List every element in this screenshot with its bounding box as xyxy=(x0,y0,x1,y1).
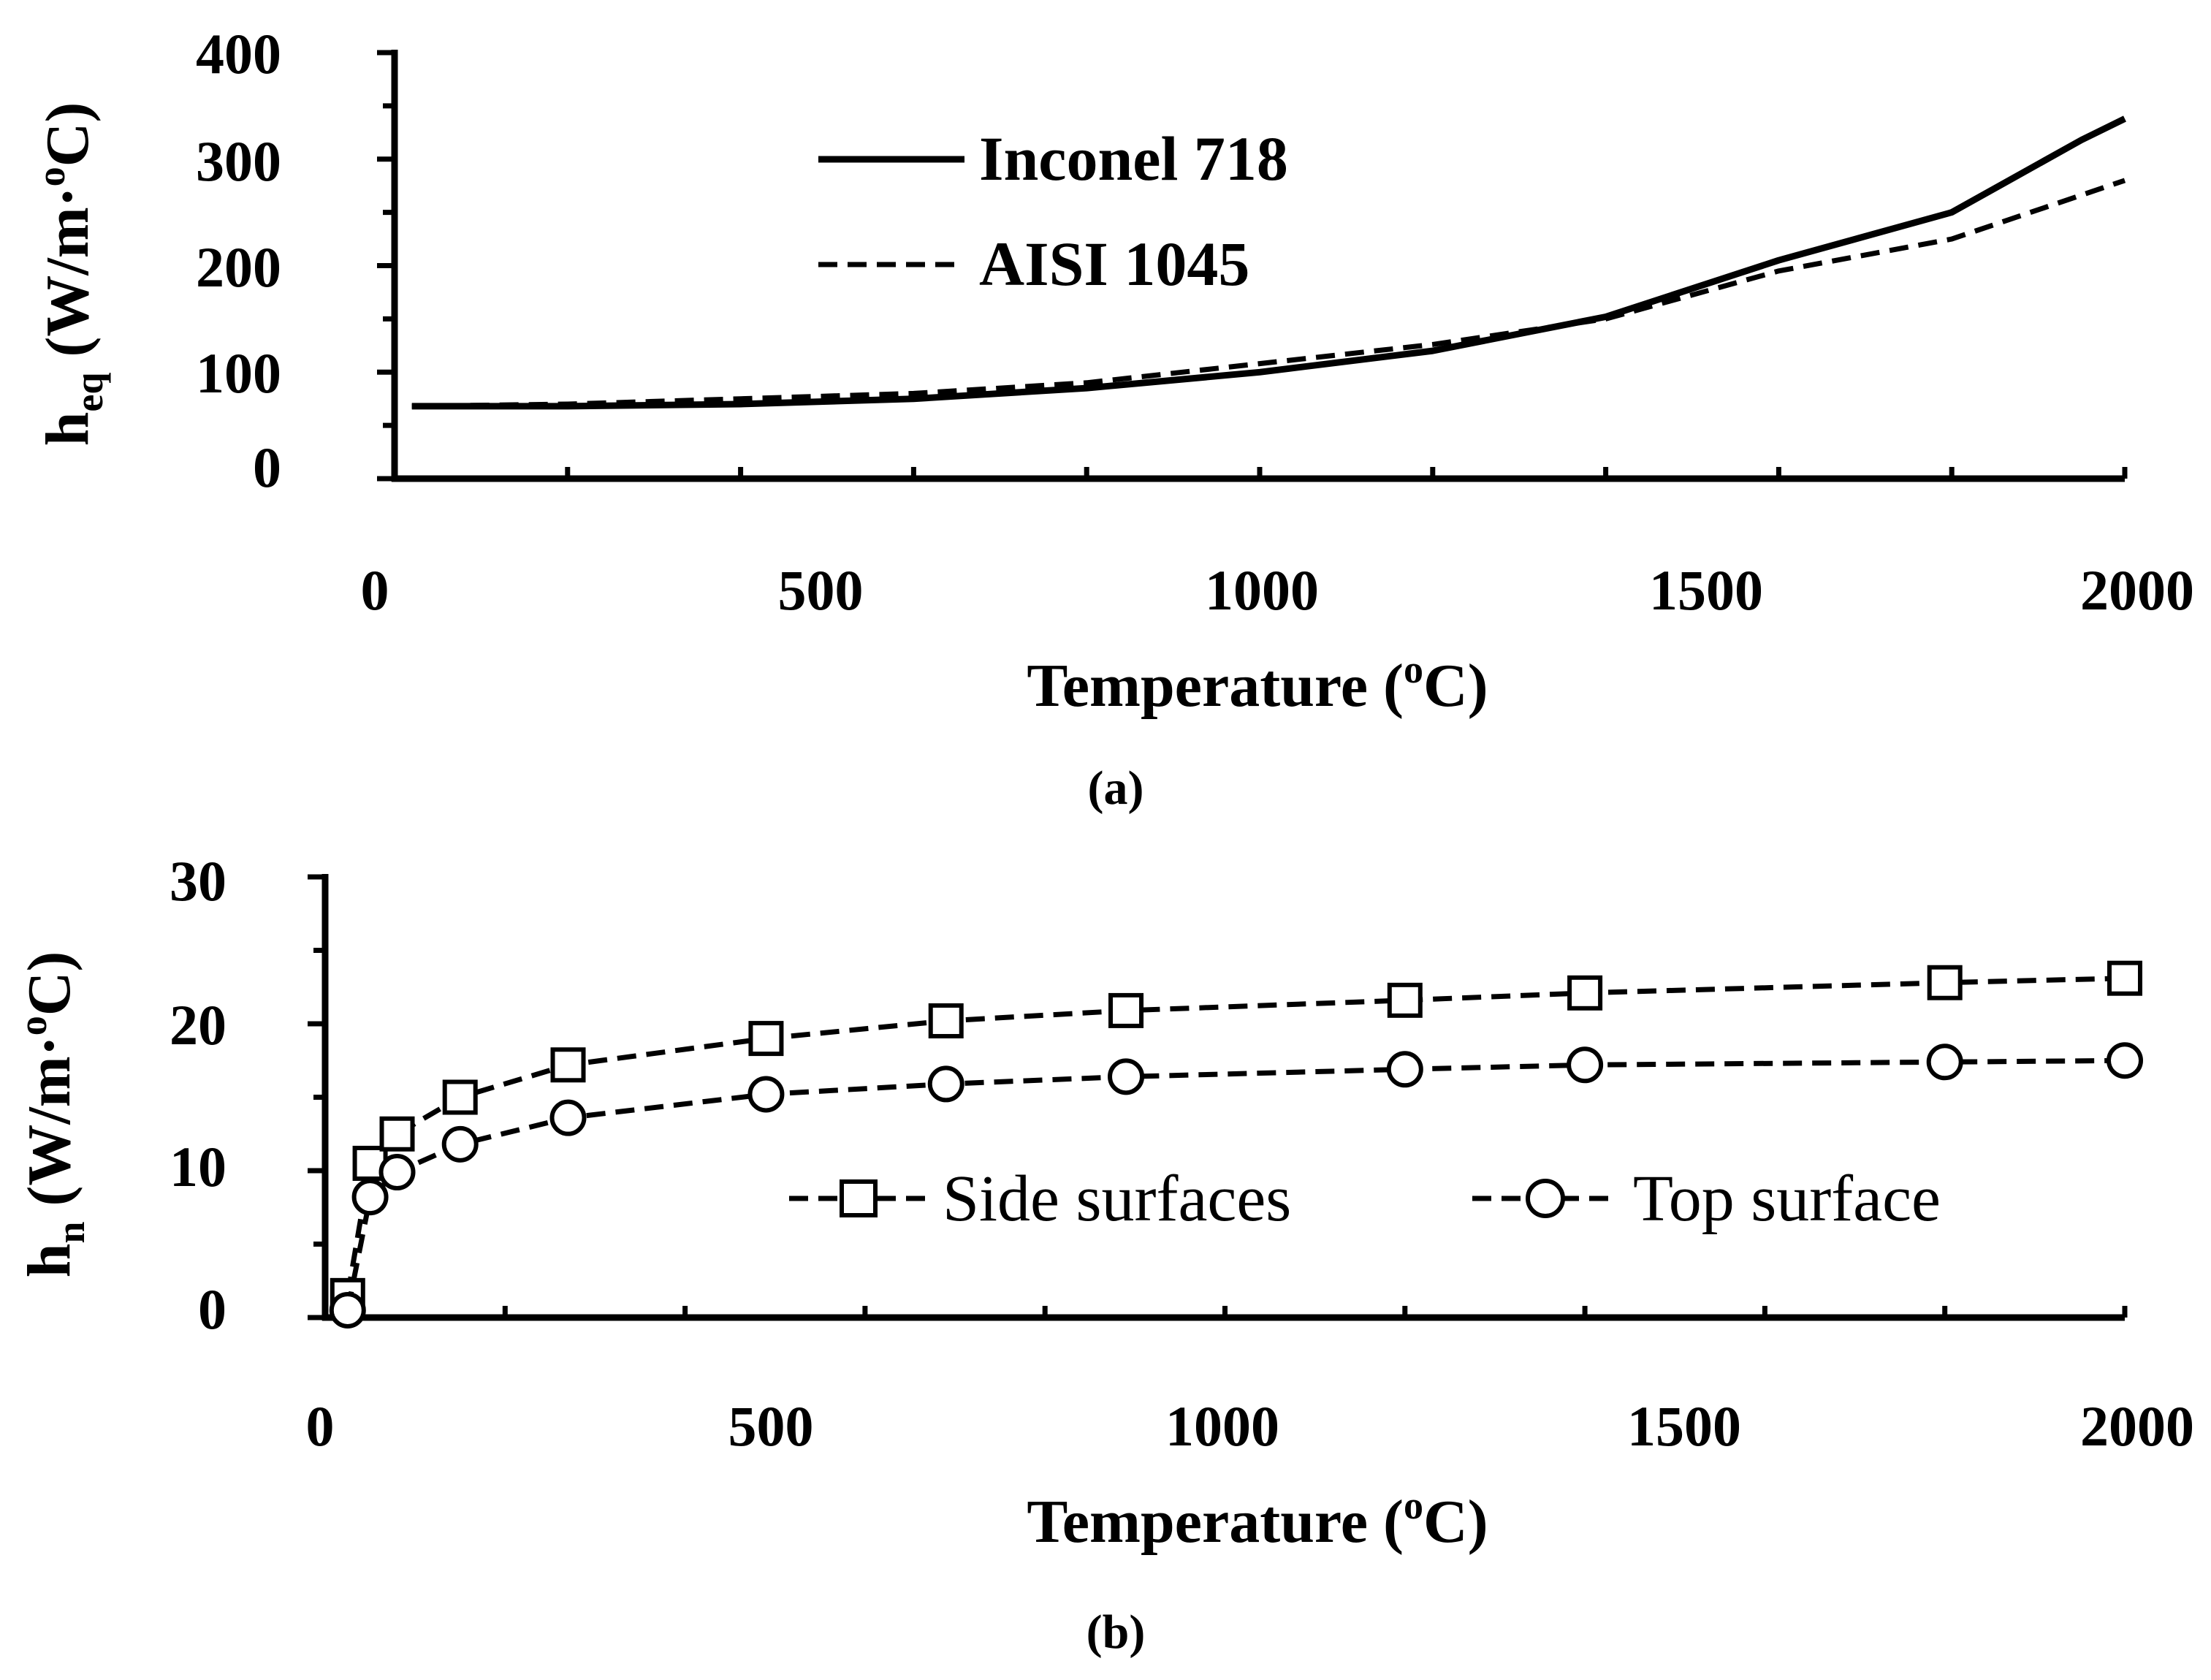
data-point-side-surfaces xyxy=(550,1047,586,1083)
data-point-side-surfaces xyxy=(1927,965,1963,1000)
panel-b-caption: (b) xyxy=(1087,1605,1146,1659)
panel-b-legend: Side surfaces Top surface xyxy=(789,1163,1941,1235)
panel-b-y-tick-label: 20 xyxy=(170,993,227,1057)
panel-b-y-axis-title: hn (W/m·oC) xyxy=(11,951,93,1278)
data-point-side-surfaces xyxy=(379,1116,415,1152)
panel-a-x-tick-label: 1000 xyxy=(1205,558,1319,622)
panel-b-hn-chart: 0 10 20 30 0 500 1000 1500 2000 Side sur… xyxy=(11,849,2194,1659)
panel-a-y-tick-label: 200 xyxy=(196,235,281,299)
data-point-side-surfaces xyxy=(442,1079,478,1115)
panel-a-caption: (a) xyxy=(1088,761,1144,815)
panel-a-x-tick-label: 500 xyxy=(778,558,864,622)
panel-b-x-tick-label: 1000 xyxy=(1165,1394,1279,1458)
panel-a-heq-chart: 0 100 200 300 400 0 500 1000 1500 2000 I… xyxy=(29,22,2194,815)
panel-b-y-tick-label: 10 xyxy=(170,1135,227,1198)
panel-a-x-tick-label: 1500 xyxy=(1649,558,1763,622)
data-point-top-surface xyxy=(378,1154,416,1191)
data-point-top-surface xyxy=(1108,1058,1145,1095)
panel-a-x-tick-label: 0 xyxy=(361,558,389,622)
series-line-inconel-718 xyxy=(411,115,2126,410)
data-point-side-surfaces xyxy=(748,1021,784,1057)
legend-top-surface-label: Top surface xyxy=(1633,1163,1941,1235)
data-point-side-surfaces xyxy=(1387,982,1423,1018)
panel-a-series xyxy=(411,115,2126,410)
panel-b-x-tick-labels: 0 500 1000 1500 2000 xyxy=(306,1394,2195,1458)
panel-b-x-tick-label: 500 xyxy=(728,1394,814,1458)
data-point-side-surfaces xyxy=(1108,992,1144,1028)
data-point-top-surface xyxy=(351,1179,389,1216)
panel-a-y-axis-title: heq (W/m·oC) xyxy=(29,102,111,446)
data-point-top-surface xyxy=(441,1125,479,1163)
data-point-top-surface xyxy=(549,1099,587,1136)
panel-a-y-tick-labels: 0 100 200 300 400 xyxy=(196,22,281,499)
panel-b-x-tick-label: 2000 xyxy=(2080,1394,2194,1458)
series-line-aisi-1045 xyxy=(411,178,2126,409)
data-point-top-surface xyxy=(2107,1042,2143,1079)
panel-a-y-tick-label: 100 xyxy=(196,341,281,405)
panel-b-x-tick-label: 1500 xyxy=(1627,1394,1741,1458)
data-point-top-surface xyxy=(1926,1044,1963,1081)
legend-side-surfaces-marker xyxy=(840,1179,878,1217)
panel-a-x-tick-label: 2000 xyxy=(2080,558,2194,622)
panel-a-y-tick-label: 300 xyxy=(196,129,281,193)
legend-top-surface-marker xyxy=(1526,1179,1565,1218)
panel-a-legend: Inconel 718 AISI 1045 xyxy=(818,123,1288,299)
panel-a-y-tick-label: 0 xyxy=(253,436,281,499)
panel-a-x-tick-labels: 0 500 1000 1500 2000 xyxy=(361,558,2195,622)
data-point-top-surface xyxy=(329,1291,366,1329)
data-point-top-surface xyxy=(1567,1046,1604,1084)
data-point-top-surface xyxy=(927,1065,964,1103)
data-point-side-surfaces xyxy=(928,1003,964,1038)
data-point-top-surface xyxy=(1386,1051,1423,1088)
panel-b-y-tick-labels: 0 10 20 30 xyxy=(170,849,227,1341)
panel-a-x-axis-title: Temperature (oC) xyxy=(1027,647,1488,720)
series-line-side-surfaces xyxy=(345,976,2126,1296)
legend-side-surfaces-label: Side surfaces xyxy=(943,1163,1291,1235)
data-point-top-surface xyxy=(747,1076,785,1113)
panel-b-y-tick-label: 0 xyxy=(198,1277,227,1341)
panel-a-y-tick-label: 400 xyxy=(196,22,281,85)
series-line-top-surface xyxy=(345,1057,2126,1311)
panel-b-x-tick-label: 0 xyxy=(306,1394,335,1458)
legend-aisi-1045-label: AISI 1045 xyxy=(979,229,1249,299)
panel-b-series xyxy=(329,960,2143,1329)
data-point-side-surfaces xyxy=(1567,975,1603,1011)
panel-b-y-tick-label: 30 xyxy=(170,849,227,913)
data-point-side-surfaces xyxy=(2107,960,2142,996)
panel-b-x-axis-title: Temperature (oC) xyxy=(1027,1483,1488,1556)
legend-inconel-718-label: Inconel 718 xyxy=(979,123,1288,194)
